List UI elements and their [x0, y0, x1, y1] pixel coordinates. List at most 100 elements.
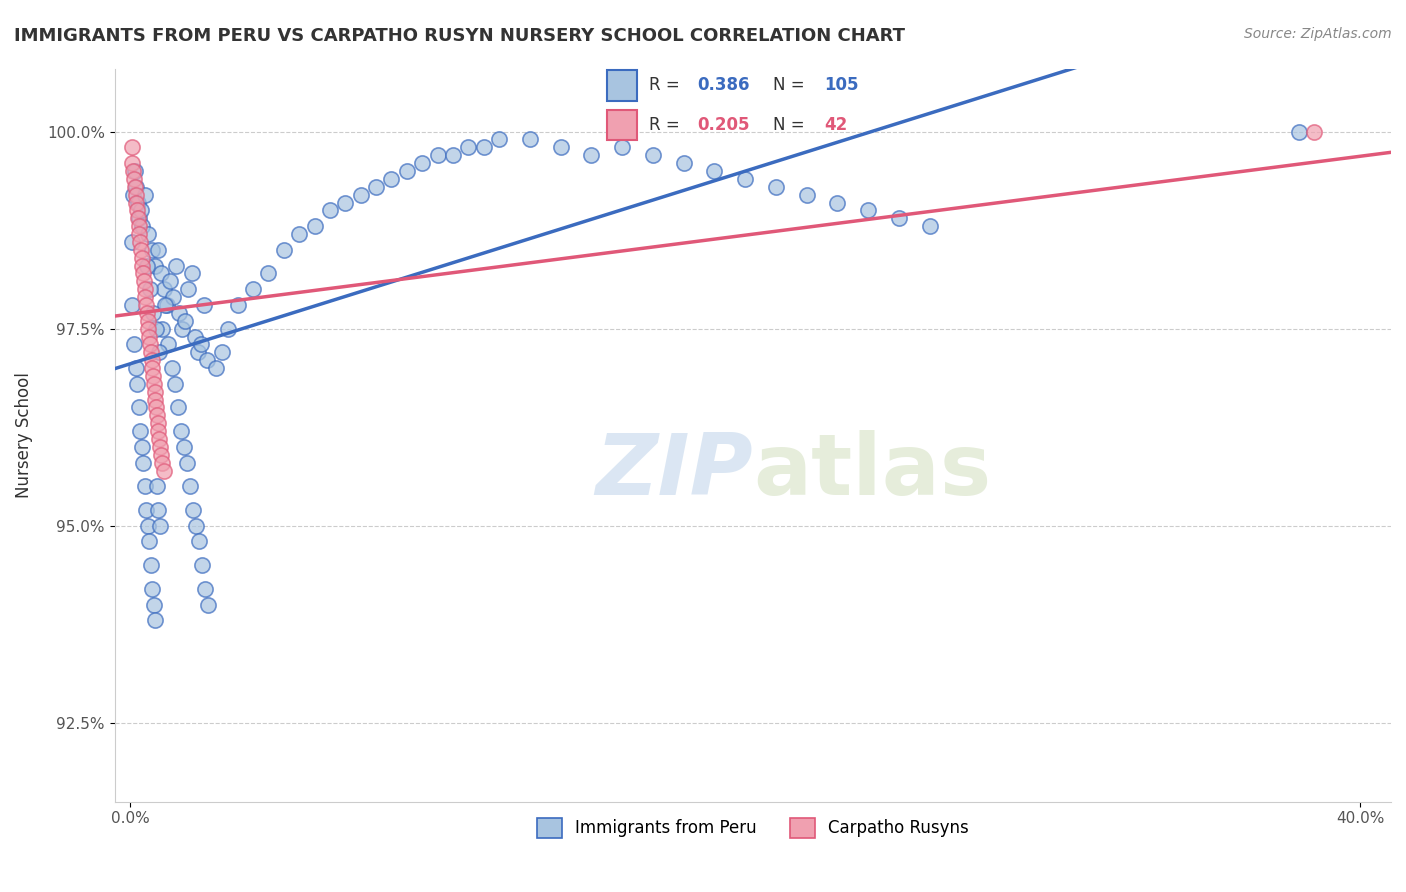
Point — [411, 156, 433, 170]
Point — [121, 156, 143, 170]
Point — [519, 132, 541, 146]
Point — [141, 582, 163, 596]
Point — [128, 219, 150, 234]
Point — [121, 235, 143, 249]
Point — [145, 321, 167, 335]
Point — [125, 376, 148, 391]
Point — [191, 558, 214, 573]
Point — [190, 337, 212, 351]
Point — [150, 456, 173, 470]
Point — [141, 361, 163, 376]
Point — [132, 274, 155, 288]
Point — [138, 329, 160, 343]
Point — [146, 409, 169, 423]
Point — [135, 298, 157, 312]
Point — [181, 503, 204, 517]
Point — [1288, 125, 1310, 139]
Point — [143, 259, 166, 273]
Text: R =: R = — [650, 116, 685, 134]
Point — [195, 353, 218, 368]
Point — [395, 164, 418, 178]
Point — [145, 401, 167, 415]
Point — [124, 187, 146, 202]
Point — [122, 172, 145, 186]
Point — [141, 243, 163, 257]
Point — [165, 259, 187, 273]
Point — [128, 211, 150, 226]
Point — [143, 384, 166, 399]
Point — [129, 203, 152, 218]
Point — [155, 298, 177, 312]
Point — [153, 282, 176, 296]
Point — [143, 613, 166, 627]
Point — [194, 582, 217, 596]
Point — [170, 424, 193, 438]
Point — [131, 219, 153, 234]
Point — [141, 353, 163, 368]
Point — [146, 479, 169, 493]
Point — [138, 227, 160, 241]
Point — [350, 187, 373, 202]
Point — [122, 164, 145, 178]
Text: R =: R = — [650, 77, 685, 95]
Point — [146, 243, 169, 257]
Point — [128, 235, 150, 249]
Text: IMMIGRANTS FROM PERU VS CARPATHO RUSYN NURSERY SCHOOL CORRELATION CHART: IMMIGRANTS FROM PERU VS CARPATHO RUSYN N… — [14, 27, 905, 45]
Point — [288, 227, 311, 241]
Point — [149, 518, 172, 533]
Point — [166, 401, 188, 415]
Point — [156, 298, 179, 312]
Point — [179, 479, 201, 493]
Point — [149, 448, 172, 462]
Point — [128, 424, 150, 438]
Point — [187, 345, 209, 359]
Text: 0.205: 0.205 — [697, 116, 749, 134]
Point — [138, 534, 160, 549]
Point — [472, 140, 495, 154]
Point — [121, 298, 143, 312]
Point — [148, 432, 170, 446]
Point — [142, 368, 165, 383]
Point — [148, 503, 170, 517]
Point — [176, 456, 198, 470]
Point — [887, 211, 910, 226]
Point — [159, 274, 181, 288]
Point — [125, 195, 148, 210]
Point — [226, 298, 249, 312]
Text: Source: ZipAtlas.com: Source: ZipAtlas.com — [1244, 27, 1392, 41]
Point — [672, 156, 695, 170]
Point — [148, 345, 170, 359]
Point — [641, 148, 664, 162]
Point — [242, 282, 264, 296]
Point — [160, 361, 183, 376]
Point — [856, 203, 879, 218]
Point — [148, 424, 170, 438]
Point — [146, 416, 169, 430]
Point — [136, 314, 159, 328]
Point — [488, 132, 510, 146]
Point — [131, 251, 153, 265]
Point — [197, 598, 219, 612]
Point — [335, 195, 357, 210]
Point — [134, 290, 156, 304]
Point — [134, 479, 156, 493]
Point — [129, 243, 152, 257]
Text: atlas: atlas — [752, 430, 991, 513]
Point — [142, 306, 165, 320]
Point — [132, 267, 155, 281]
Point — [1303, 125, 1326, 139]
Point — [127, 195, 149, 210]
Text: ZIP: ZIP — [595, 430, 752, 513]
Point — [125, 203, 148, 218]
Point — [205, 361, 228, 376]
Point — [124, 164, 146, 178]
Point — [167, 306, 190, 320]
Point — [122, 187, 145, 202]
Point — [184, 518, 207, 533]
Point — [257, 267, 280, 281]
Point — [131, 259, 153, 273]
Point — [150, 321, 173, 335]
Point — [139, 337, 162, 351]
Point — [135, 306, 157, 320]
Point — [128, 227, 150, 241]
